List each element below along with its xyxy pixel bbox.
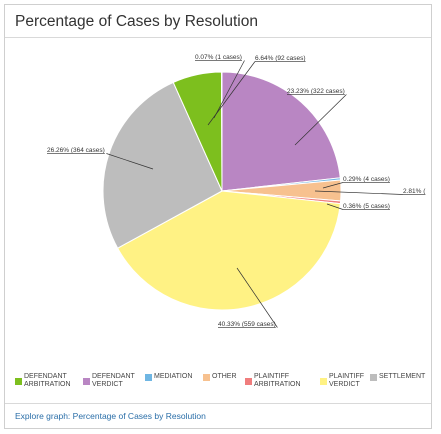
legend-label: SETTLEMENT <box>379 373 426 380</box>
slice-data-label: 26.26% (364 cases) <box>47 147 105 154</box>
leader-line <box>326 203 344 210</box>
pie-slice[interactable] <box>102 81 223 249</box>
pie-chart: 0.07% (1 cases) 23.23% (322 cases) 0.29% (… <box>47 54 426 328</box>
slice-data-label: 0.07% (1 cases) <box>195 54 242 61</box>
leader-line <box>236 267 278 328</box>
legend-item[interactable]: SETTLEMENT <box>370 373 425 381</box>
slice-data-label: 2.81% ( <box>403 188 426 195</box>
legend-swatch <box>15 377 22 385</box>
slice-data-label: 6.64% (92 cases) <box>255 55 306 62</box>
legend-label: DEFENDANT VERDICT <box>92 373 135 388</box>
panel-title: Percentage of Cases by Resolution <box>5 5 431 38</box>
legend-swatch <box>320 377 327 385</box>
legend-swatch <box>83 377 90 385</box>
leader-line <box>106 153 154 170</box>
slice-data-label: 0.36% (5 cases) <box>343 203 390 210</box>
leader-line <box>294 94 347 146</box>
leader-line <box>314 190 404 195</box>
legend-item[interactable]: DEFENDANT VERDICT <box>83 373 135 389</box>
legend-item[interactable]: OTHER <box>203 373 237 381</box>
pie-slice[interactable] <box>221 71 341 192</box>
pie-slice[interactable] <box>116 190 341 311</box>
legend-label: DEFENDANT ARBITRATION <box>24 373 71 388</box>
legend-swatch <box>370 373 377 381</box>
chart-legend: DEFENDANT ARBITRATION DEFENDANT VERDICT MEDI… <box>5 367 431 397</box>
slice-data-label: 23.23% (322 cases) <box>287 88 345 95</box>
slice-data-label: 0.29% (4 cases) <box>343 176 390 183</box>
pie-chart-area: 0.07% (1 cases) 23.23% (322 cases) 0.29% (… <box>5 38 431 371</box>
legend-swatch <box>245 377 252 385</box>
legend-label: MEDIATION <box>154 373 193 380</box>
legend-item[interactable]: PLAINTIFF ARBITRATION <box>245 373 301 389</box>
leader-line <box>207 61 256 126</box>
legend-item[interactable]: PLAINTIFF VERDICT <box>320 373 364 389</box>
legend-swatch <box>203 373 210 381</box>
leader-line <box>213 60 245 119</box>
legend-swatch <box>145 373 152 381</box>
pie-slice[interactable] <box>220 71 223 192</box>
chart-panel: Percentage of Cases by Resolution 0.07% … <box>4 4 432 429</box>
legend-item[interactable]: DEFENDANT ARBITRATION <box>15 373 71 389</box>
legend-label: OTHER <box>212 373 237 380</box>
panel-footer: Explore graph: Percentage of Cases by Re… <box>5 403 431 429</box>
legend-item[interactable]: MEDIATION <box>145 373 192 381</box>
explore-graph-link[interactable]: Explore graph: Percentage of Cases by Re… <box>15 411 206 421</box>
leader-line <box>322 182 344 189</box>
legend-label: PLAINTIFF VERDICT <box>329 373 365 388</box>
slice-data-label: 40.33% (559 cases) <box>218 321 276 328</box>
legend-label: PLAINTIFF ARBITRATION <box>254 373 301 388</box>
